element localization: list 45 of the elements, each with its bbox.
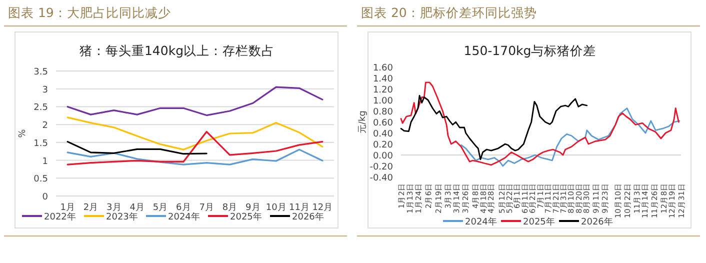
legend-label: 2026年 (581, 216, 613, 228)
y-tick-label: 3.5 (34, 68, 48, 78)
x-tick-label: 11月 (289, 203, 310, 213)
y-tick-label: 0.40 (372, 130, 394, 140)
legend-label: 2023年 (106, 212, 138, 222)
y-tick-label: 0 (42, 192, 48, 202)
chart-subtitle: 150-170kg与标猪价差 (464, 43, 596, 58)
x-tick-label: 12月 (312, 203, 333, 213)
x-tick-label: 8月 (222, 203, 238, 213)
y-axis-title: % (18, 128, 28, 138)
y-tick-label: 0.80 (372, 108, 394, 118)
legend-label: 2024年 (168, 212, 200, 222)
chart-title: 图表 20：肥标价差环同比强势 (361, 5, 537, 20)
x-tick-label: 7月 (199, 203, 214, 213)
x-tick-label: 2月 (83, 203, 98, 213)
x-tick-label: 3月 (106, 203, 122, 213)
legend-label: 2024年 (465, 216, 497, 228)
y-tick-label: 2 (42, 121, 48, 132)
y-tick-label: -0.20 (370, 162, 394, 172)
x-tick-label: 5月 (152, 203, 168, 213)
y-tick-label: 0.60 (372, 118, 394, 128)
y-tick-label: 1.40 (372, 74, 394, 84)
x-tick-label: 1月 (60, 203, 75, 213)
y-tick-label: 1.60 (372, 64, 394, 74)
legend-label: 2026年 (292, 212, 324, 222)
x-tick-label: 10月 (266, 203, 286, 213)
x-tick-label: 9月 (246, 203, 260, 213)
chart-title: 图表 19：大肥占比同比减少 (8, 5, 171, 20)
y-tick-label: 3 (42, 85, 48, 96)
x-tick-label: 4月 (130, 203, 144, 213)
y-tick-label: 0.00 (372, 152, 394, 162)
chart-subtitle: 猪：每头重140kg以上：存栏数占 (79, 43, 275, 58)
y-tick-label: -0.40 (370, 174, 394, 184)
legend-label: 2025年 (230, 212, 262, 222)
y-tick-label: 0.20 (372, 140, 394, 150)
y-axis-title: 元/kg (357, 110, 368, 134)
x-tick-label: 6月 (176, 203, 191, 213)
y-tick-label: 1.20 (372, 86, 394, 96)
legend-label: 2025年 (523, 216, 555, 228)
y-tick-label: 0.5 (34, 174, 48, 185)
y-tick-label: 1 (42, 156, 48, 167)
y-tick-label: 1.00 (372, 96, 394, 106)
legend-label: 2022年 (44, 212, 76, 222)
y-tick-label: 2.5 (34, 103, 48, 114)
y-tick-label: 1.5 (34, 138, 48, 149)
